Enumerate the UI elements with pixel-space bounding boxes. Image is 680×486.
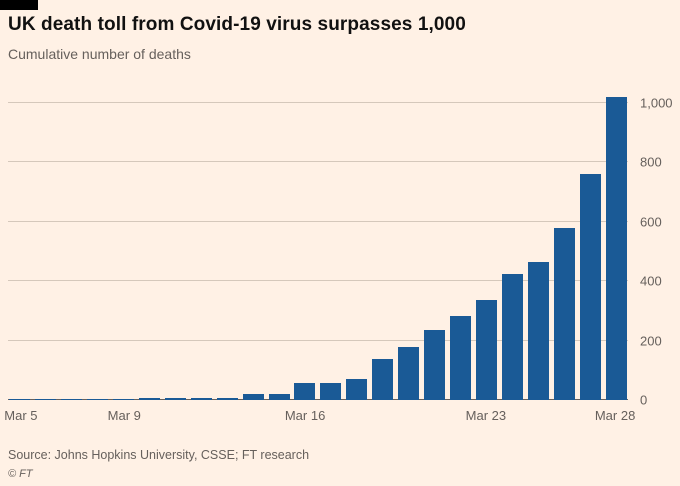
bar-mar-10 <box>138 398 160 400</box>
chart-subtitle: Cumulative number of deaths <box>8 46 191 62</box>
bar-mar-12 <box>190 397 212 400</box>
x-tick-label: Mar 16 <box>284 408 326 423</box>
y-tick-label: 200 <box>640 333 662 349</box>
bar-mar-23 <box>476 300 498 400</box>
gridline <box>8 280 628 282</box>
plot-area: Mar 5 Mar 9 Mar 16 Mar 23 Mar 28 <box>4 88 635 423</box>
y-axis-labels: 0 200 400 600 800 1,000 <box>628 88 680 406</box>
bar-chart: Mar 5 Mar 9 Mar 16 Mar 23 Mar 28 0 200 400 600 8… <box>4 88 680 423</box>
y-tick-label: 1,000 <box>640 95 673 111</box>
gridline <box>8 339 628 341</box>
bar-mar-8 <box>86 399 108 400</box>
bar-mar-11 <box>164 397 186 400</box>
x-tick-label: Mar 28 <box>594 408 636 423</box>
y-tick-label: 800 <box>640 154 662 170</box>
chart-title: UK death toll from Covid-19 virus surpas… <box>8 14 466 35</box>
bar-mar-14 <box>242 393 264 400</box>
bar-mar-18 <box>346 378 368 400</box>
bar-mar-27 <box>579 173 601 400</box>
bar-mar-24 <box>502 274 524 400</box>
y-tick-label: 600 <box>640 214 662 230</box>
gridline <box>8 101 628 103</box>
x-tick-label: Mar 9 <box>107 408 141 423</box>
copyright-text: © FT <box>8 468 33 480</box>
bar-mar-17 <box>320 383 342 400</box>
bar-mar-26 <box>554 227 576 400</box>
bar-mar-21 <box>424 330 446 400</box>
bars <box>8 88 628 400</box>
y-tick-label: 0 <box>640 392 648 408</box>
bar-mar-13 <box>216 397 238 400</box>
bar-mar-9 <box>112 398 134 400</box>
bar-mar-7 <box>60 399 82 400</box>
x-tick-label: Mar 23 <box>465 408 507 423</box>
bar-mar-28 <box>605 97 627 400</box>
bar-mar-20 <box>398 347 420 400</box>
bar-mar-16 <box>294 383 316 400</box>
bar-mar-22 <box>450 316 472 400</box>
gridline <box>8 161 628 163</box>
bar-mar-15 <box>268 393 290 400</box>
x-axis-line <box>8 399 628 400</box>
source-text: Source: Johns Hopkins University, CSSE; … <box>8 448 310 462</box>
y-tick-label: 400 <box>640 273 662 289</box>
ft-brand-marker <box>0 0 38 10</box>
gridline <box>8 220 628 222</box>
bar-mar-19 <box>372 359 394 400</box>
bar-mar-25 <box>528 261 550 400</box>
bar-mar-6 <box>34 399 56 400</box>
bar-mar-5 <box>9 399 30 400</box>
x-tick-label: Mar 5 <box>4 408 38 423</box>
